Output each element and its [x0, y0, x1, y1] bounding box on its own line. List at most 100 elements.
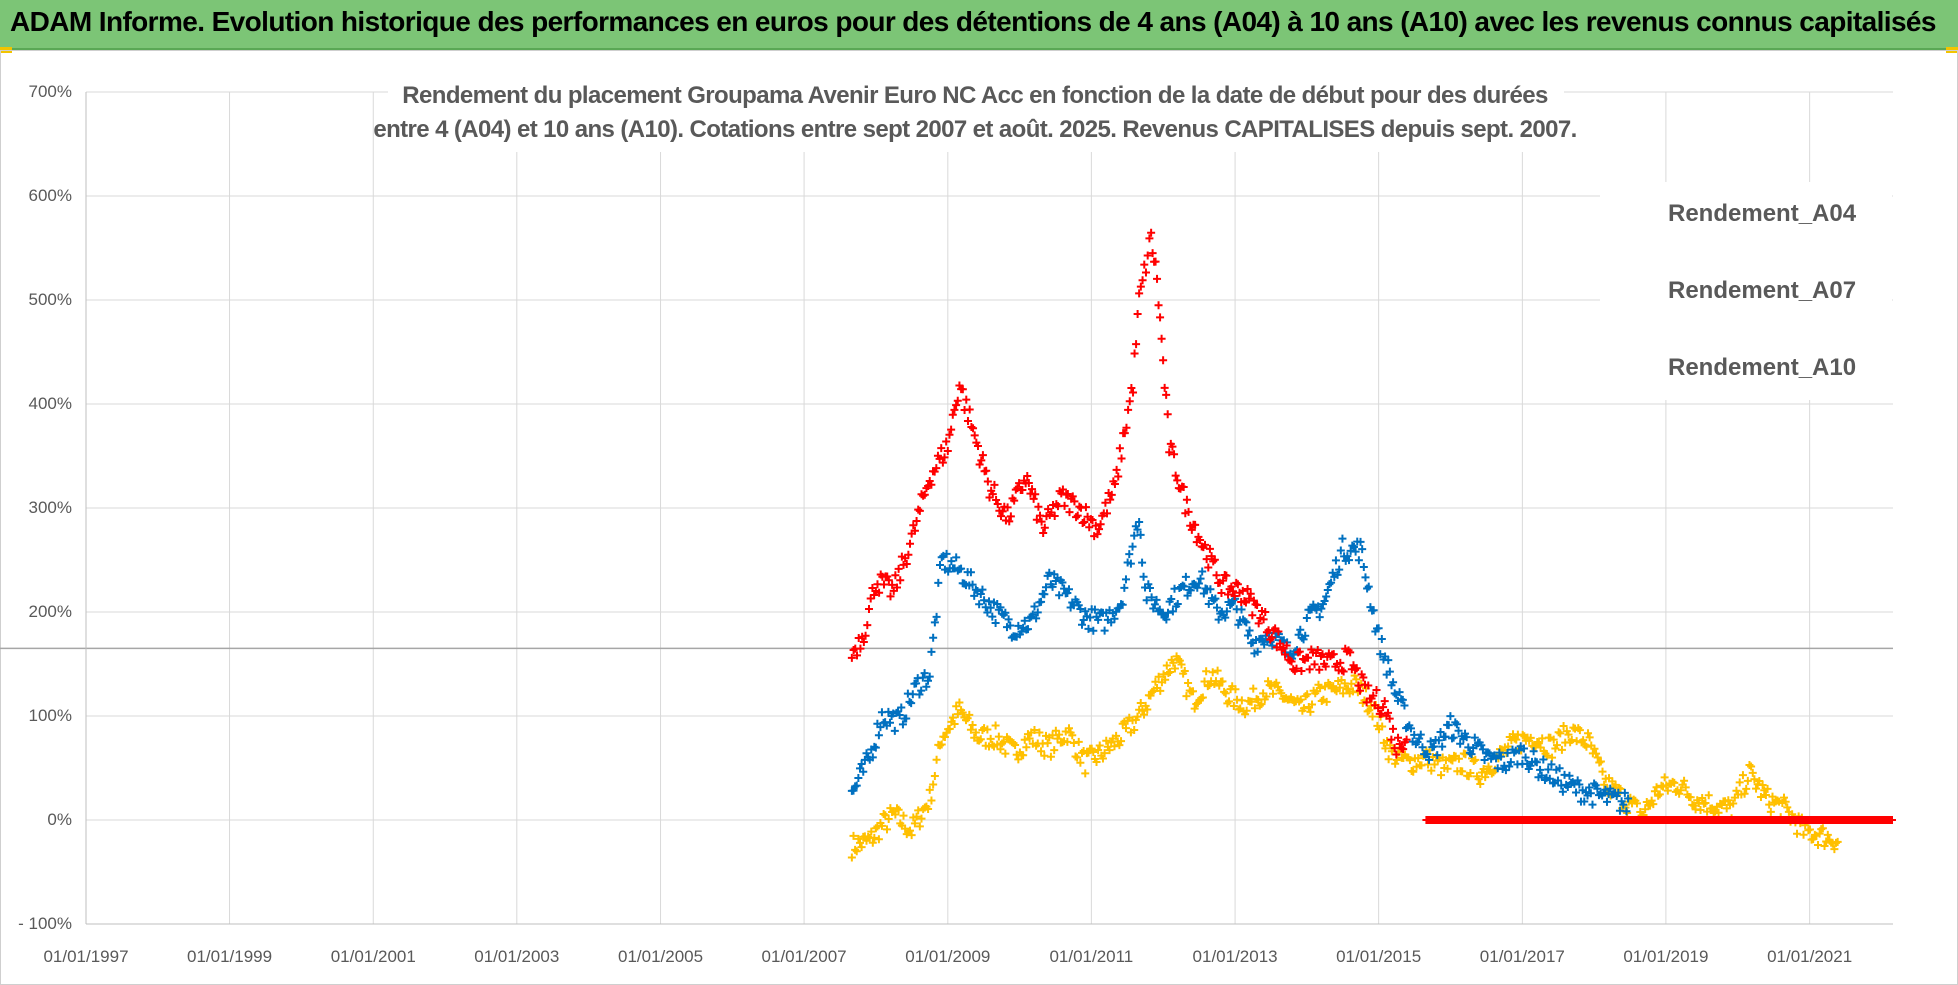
data-point: [1065, 508, 1074, 517]
data-point: [1184, 679, 1193, 688]
data-point: [1001, 749, 1010, 758]
data-point: [1563, 783, 1572, 791]
data-point: [894, 805, 903, 814]
data-point: [855, 838, 864, 847]
data-point: [898, 720, 907, 729]
x-tick-label: 01/01/2009: [905, 947, 990, 966]
data-point: [929, 633, 938, 642]
data-point: [1377, 635, 1386, 644]
data-point: [991, 618, 1000, 627]
data-point: [1153, 274, 1162, 283]
data-point: [1240, 597, 1249, 606]
data-point: [983, 725, 992, 734]
data-point: [942, 437, 951, 446]
data-point: [1063, 737, 1072, 746]
data-point: [925, 477, 934, 486]
data-point: [1554, 728, 1563, 737]
data-point: [892, 583, 901, 592]
x-tick-label: 01/01/2005: [618, 947, 703, 966]
data-point: [1196, 574, 1205, 583]
data-point: [1221, 613, 1230, 622]
data-point: [1213, 603, 1221, 612]
data-point: [1414, 754, 1423, 763]
data-point: [1302, 614, 1311, 623]
x-tick-label: 01/01/1999: [187, 947, 272, 966]
data-point: [1004, 615, 1013, 624]
legend-label: Rendement_A07: [1668, 277, 1856, 304]
data-point: [1539, 755, 1548, 764]
data-point: [1055, 730, 1064, 739]
data-point: [1156, 686, 1165, 695]
data-point: [1144, 580, 1153, 589]
data-point: [1358, 545, 1367, 554]
data-point: [1359, 673, 1368, 682]
data-point: [1433, 751, 1442, 760]
data-point: [1030, 725, 1039, 734]
data-point: [1336, 658, 1345, 667]
data-point: [1301, 631, 1310, 640]
data-point: [920, 490, 929, 499]
data-point: [1017, 627, 1026, 636]
data-point: [924, 676, 933, 685]
data-point: [1385, 714, 1394, 723]
data-point: [1768, 792, 1777, 801]
data-point: [1399, 745, 1408, 754]
data-point: [1443, 764, 1452, 773]
data-point: [1100, 749, 1109, 758]
data-point: [1277, 645, 1286, 654]
data-point: [1001, 608, 1010, 617]
data-point: [993, 500, 1002, 509]
data-point: [1315, 665, 1324, 674]
data-point: [994, 732, 1003, 741]
data-point: [969, 424, 978, 433]
data-point: [950, 719, 959, 728]
chart-title-line: Rendement du placement Groupama Avenir E…: [402, 82, 1548, 109]
data-point: [1343, 552, 1352, 561]
data-point: [977, 456, 986, 465]
data-point: [1224, 590, 1233, 599]
data-point: [1102, 509, 1111, 518]
data-point: [942, 549, 951, 558]
data-point: [868, 753, 877, 762]
data-point: [936, 560, 945, 569]
data-point: [874, 835, 883, 844]
data-point: [1327, 578, 1336, 587]
data-point: [868, 838, 877, 847]
data-point: [1198, 693, 1207, 702]
data-point: [1356, 686, 1365, 695]
axes: - 100% 0% 100% 200% 300% 400% 500% 600% 700% 01/0…: [18, 82, 1893, 966]
data-point: [867, 827, 876, 836]
data-point: [1592, 749, 1601, 758]
x-tick-label: 01/01/2015: [1336, 947, 1421, 966]
data-point: [1157, 334, 1166, 343]
data-point: [945, 430, 954, 439]
data-point: [910, 526, 919, 535]
data-point: [854, 773, 863, 782]
data-point: [992, 496, 1001, 505]
data-point: [1245, 626, 1254, 635]
data-point: [1555, 764, 1564, 773]
data-point: [1558, 787, 1567, 796]
data-point: [1624, 794, 1633, 803]
data-point: [876, 723, 885, 732]
data-point: [963, 417, 972, 426]
data-point: [1117, 454, 1126, 463]
data-point: [1456, 739, 1465, 748]
data-point: [1352, 675, 1361, 684]
data-point: [1655, 790, 1664, 799]
data-point: [993, 740, 1002, 749]
data-point: [975, 600, 984, 609]
data-point: [1258, 636, 1267, 645]
data-point: [1765, 800, 1774, 809]
data-point: [1559, 721, 1568, 730]
data-point: [983, 477, 992, 486]
data-point: [1181, 572, 1190, 581]
data-point: [1385, 667, 1394, 676]
data-point: [1383, 736, 1392, 745]
data-point: [1361, 573, 1370, 582]
data-point: [1023, 625, 1032, 634]
data-point: [967, 422, 976, 431]
data-point: [1248, 611, 1257, 620]
data-point: [1441, 732, 1450, 741]
